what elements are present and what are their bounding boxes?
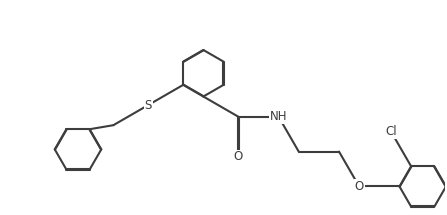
Text: NH: NH [270, 110, 287, 123]
Text: Cl: Cl [385, 125, 397, 138]
Text: S: S [144, 98, 152, 112]
Text: O: O [354, 180, 364, 193]
Text: O: O [234, 150, 243, 163]
